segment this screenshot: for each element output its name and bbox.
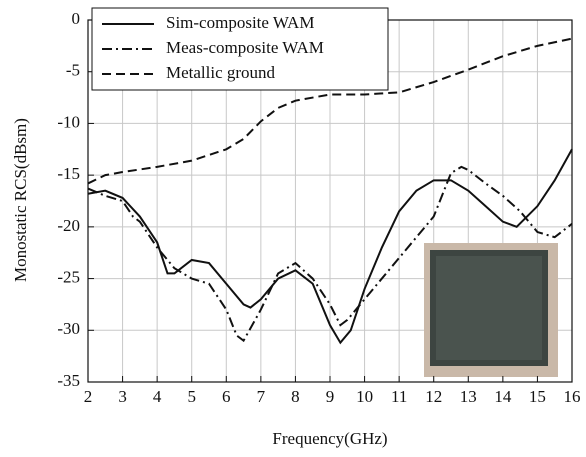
x-tick-label: 2	[84, 387, 93, 406]
x-axis-label: Frequency(GHz)	[272, 429, 387, 448]
series-line	[87, 37, 573, 185]
x-tick-label: 15	[529, 387, 546, 406]
y-tick-label: -30	[57, 319, 80, 338]
inset-photo	[424, 243, 558, 377]
series-line	[87, 148, 573, 345]
x-tick-label: 9	[326, 387, 335, 406]
y-tick-label: -35	[57, 371, 80, 390]
legend-label: Meas-composite WAM	[166, 38, 324, 57]
legend-box	[91, 7, 389, 91]
y-tick-label: -10	[57, 112, 80, 131]
photo-sample-surface	[436, 256, 542, 360]
x-tick-label: 5	[187, 387, 196, 406]
y-axis-label: Monostatic RCS(dBsm)	[11, 118, 30, 282]
x-tick-label: 12	[425, 387, 442, 406]
y-tick-label: -25	[57, 267, 80, 286]
y-tick-label: -15	[57, 164, 80, 183]
x-tick-label: 7	[257, 387, 266, 406]
x-tick-label: 13	[460, 387, 477, 406]
x-tick-label: 8	[291, 387, 300, 406]
x-tick-label: 16	[564, 387, 581, 406]
x-tick-label: 4	[153, 387, 162, 406]
legend-label: Sim-composite WAM	[166, 13, 314, 32]
x-tick-label: 3	[118, 387, 127, 406]
series-line	[87, 165, 573, 343]
x-tick-label: 6	[222, 387, 231, 406]
y-tick-label: -5	[66, 61, 80, 80]
y-tick-label: 0	[72, 9, 81, 28]
y-tick-label: -20	[57, 216, 80, 235]
x-tick-label: 10	[356, 387, 373, 406]
legend-label: Metallic ground	[166, 63, 276, 82]
x-tick-label: 14	[494, 387, 512, 406]
x-tick-label: 11	[391, 387, 407, 406]
